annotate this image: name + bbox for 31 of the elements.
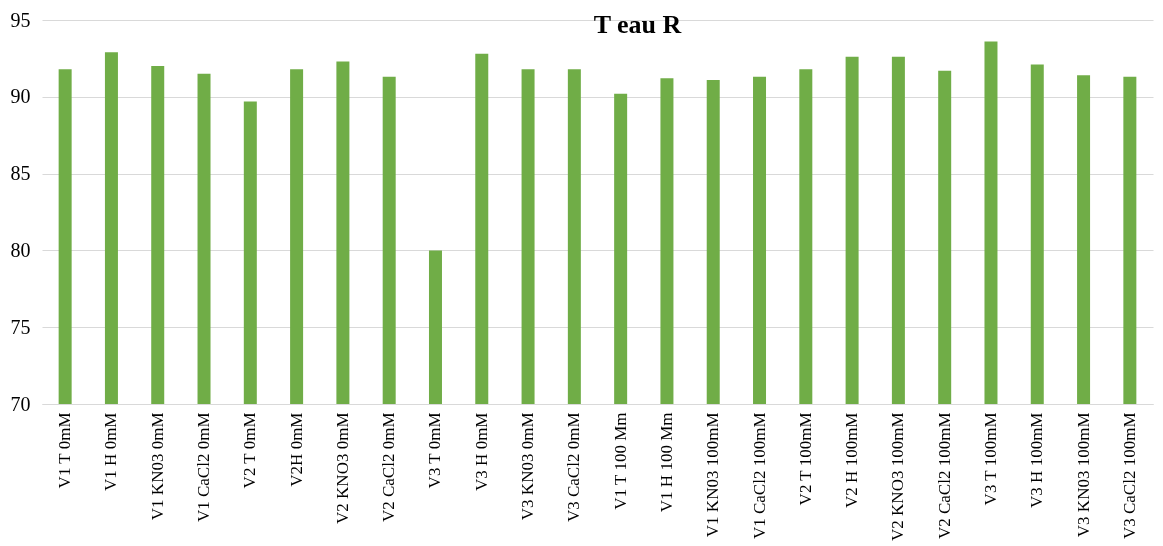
x-tick-label: V2 CaCl2 100mM: [934, 412, 954, 540]
x-tick-label: V2 KNO3 0mM: [332, 412, 352, 524]
x-tick-label: V1 KN03 100mM: [703, 412, 723, 538]
y-tick-label: 95: [10, 8, 31, 31]
x-tick-label: V3 H 100mM: [1027, 412, 1047, 508]
x-tick-label: V3 KN03 100mM: [1073, 412, 1093, 538]
x-tick-label: V2 CaCl2 0mM: [379, 412, 399, 523]
x-tick-label: V3 CaCl2 0mM: [564, 412, 584, 523]
x-tick-label: V2 T 0mM: [240, 412, 260, 489]
x-tick-label: V1 H 0mM: [101, 412, 121, 491]
x-tick-label: V1 CaCl2 0mM: [194, 412, 214, 523]
y-tick-label: 80: [10, 238, 31, 261]
x-tick-label: V2 T 100mM: [795, 412, 815, 506]
x-tick-label: V3 KN03 0mM: [518, 412, 538, 521]
x-tick-label: V2 KNO3 100mM: [888, 412, 908, 541]
x-tick-label: V1 T 100 Mm: [610, 412, 630, 510]
x-tick-label: V2 H 100mM: [842, 412, 862, 508]
x-tick-label: V1 T 0mM: [55, 412, 75, 489]
chart-title: T eau R: [593, 10, 682, 39]
x-tick-label: V3 H 0mM: [471, 412, 491, 491]
x-tick-label: V3 T 100mM: [980, 412, 1000, 506]
y-tick-label: 85: [10, 162, 31, 185]
x-tick-label: V1 CaCl2 100mM: [749, 412, 769, 540]
x-tick-label: V1 H 100 Mm: [656, 412, 676, 513]
y-tick-label: 90: [10, 85, 31, 108]
x-tick-label: V1 KN03 0mM: [147, 412, 167, 521]
x-tick-label: V3 CaCl2 100mM: [1119, 412, 1139, 540]
y-tick-label: 70: [10, 392, 31, 415]
x-tick-label: V3 T 0mM: [425, 412, 445, 489]
x-tick-label: V2H 0mM: [286, 412, 306, 487]
y-tick-label: 75: [10, 315, 31, 338]
